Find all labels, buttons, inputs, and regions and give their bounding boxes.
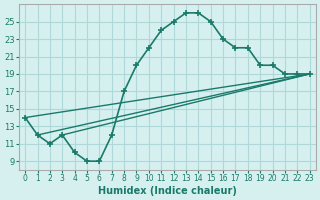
X-axis label: Humidex (Indice chaleur): Humidex (Indice chaleur) <box>98 186 237 196</box>
